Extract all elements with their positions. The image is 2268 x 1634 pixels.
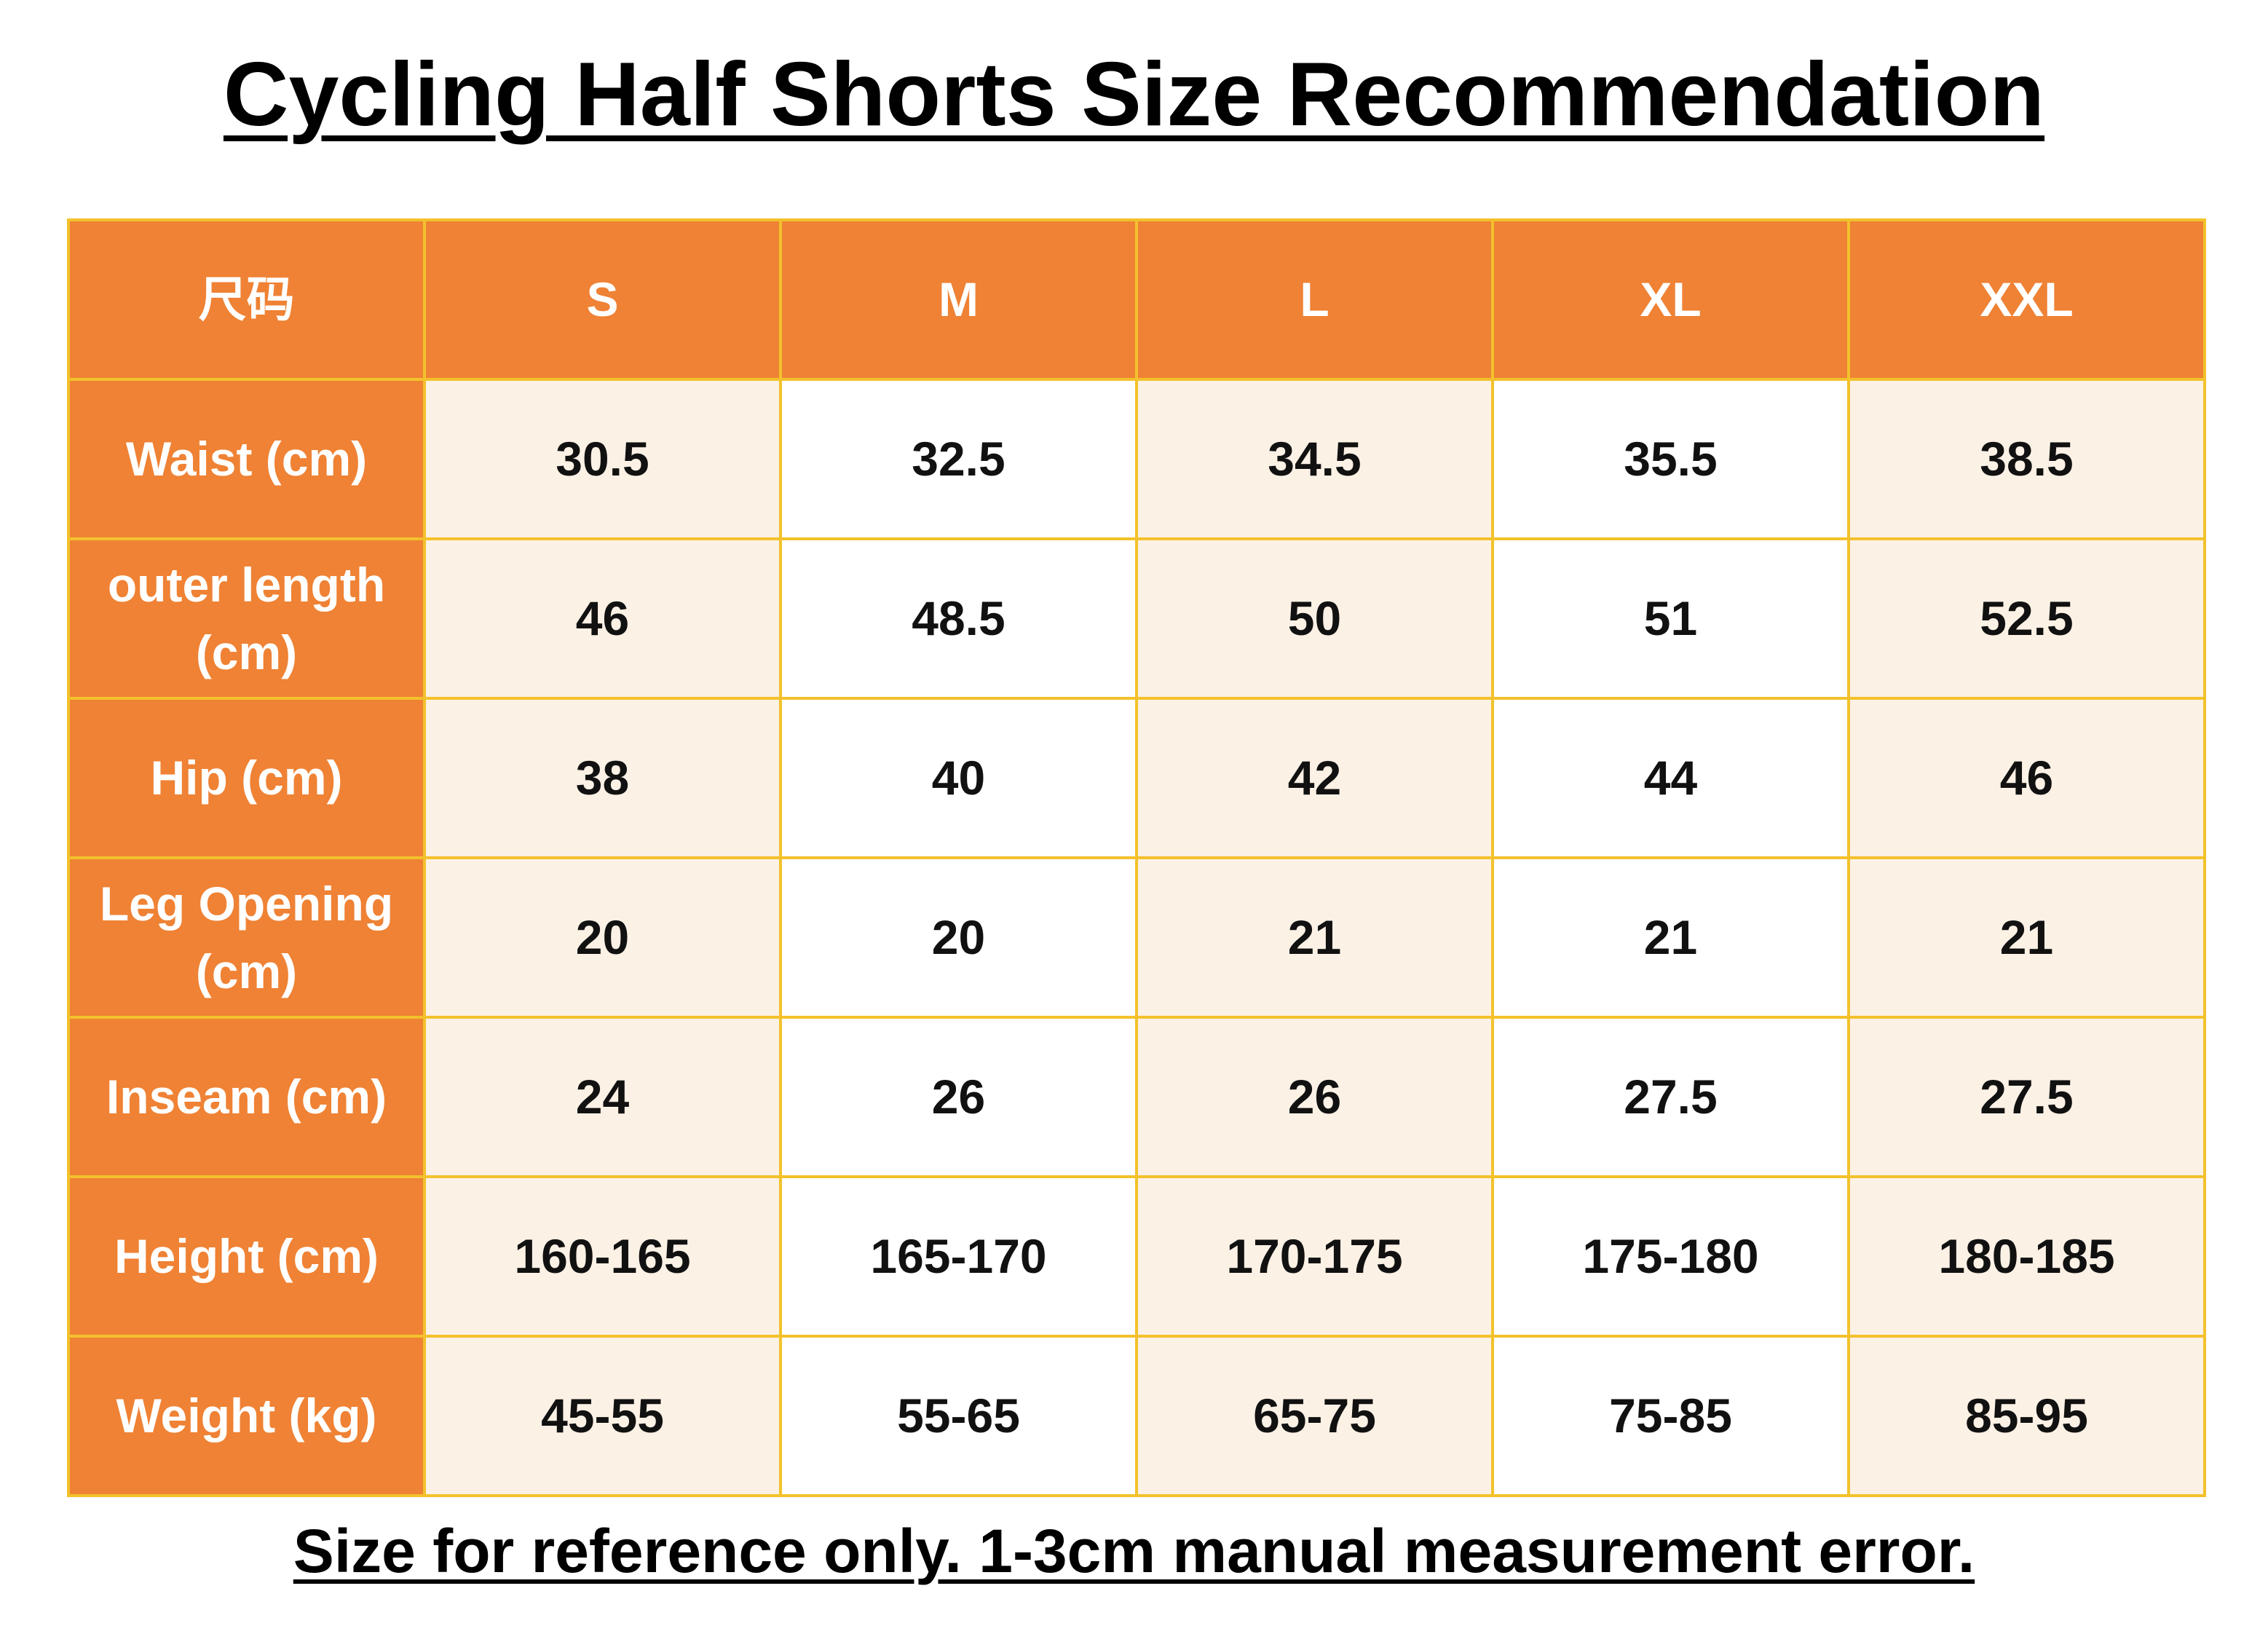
header-cell: M	[779, 218, 1138, 381]
table-cell: 165-170	[779, 1175, 1138, 1338]
table-row: Inseam (cm) 24 26 26 27.5 27.5	[67, 1016, 2206, 1178]
table-cell: 30.5	[423, 378, 782, 540]
table-cell: 34.5	[1135, 378, 1494, 540]
table-cell: 175-180	[1491, 1175, 1850, 1338]
table-cell: 21	[1491, 856, 1850, 1019]
table-cell: 35.5	[1491, 378, 1850, 540]
table-cell: 24	[423, 1016, 782, 1178]
header-cell: L	[1135, 218, 1494, 381]
table-body: 尺码 S M L XL XXL Waist (cm) 30.5 32.5 34.5 35.5 38.5…	[67, 218, 2206, 1497]
table-row: Height (cm) 160-165 165-170 170-175 175-180 1…	[67, 1175, 2206, 1338]
table-cell: 27.5	[1847, 1016, 2206, 1178]
row-label: Inseam (cm)	[67, 1016, 426, 1178]
table-cell: 85-95	[1847, 1335, 2206, 1497]
table-cell: 44	[1491, 697, 1850, 859]
size-table: 尺码 S M L XL XXL Waist (cm) 30.5 32.5 34.5 35.5 38.5…	[67, 218, 2206, 1497]
table-row: Waist (cm) 30.5 32.5 34.5 35.5 38.5	[67, 378, 2206, 540]
table-cell: 55-65	[779, 1335, 1138, 1497]
row-label: Hip (cm)	[67, 697, 426, 859]
table-cell: 48.5	[779, 537, 1138, 700]
table-cell: 170-175	[1135, 1175, 1494, 1338]
table-cell: 20	[423, 856, 782, 1019]
table-row: Leg Opening (cm) 20 20 21 21 21	[67, 856, 2206, 1019]
table-cell: 40	[779, 697, 1138, 859]
header-cell: S	[423, 218, 782, 381]
header-cell: 尺码	[67, 218, 426, 381]
header-cell: XXL	[1847, 218, 2206, 381]
table-cell: 50	[1135, 537, 1494, 700]
table-cell: 52.5	[1847, 537, 2206, 700]
header-cell: XL	[1491, 218, 1850, 381]
row-label: Waist (cm)	[67, 378, 426, 540]
table-cell: 42	[1135, 697, 1494, 859]
header-row: 尺码 S M L XL XXL	[67, 218, 2206, 381]
table-cell: 32.5	[779, 378, 1138, 540]
table-cell: 38	[423, 697, 782, 859]
table-cell: 26	[779, 1016, 1138, 1178]
table-cell: 27.5	[1491, 1016, 1850, 1178]
table-cell: 46	[1847, 697, 2206, 859]
table-cell: 180-185	[1847, 1175, 2206, 1338]
table-cell: 21	[1847, 856, 2206, 1019]
page-title: Cycling Half Shorts Size Recommendation	[223, 44, 2045, 145]
table-cell: 45-55	[423, 1335, 782, 1497]
table-cell: 38.5	[1847, 378, 2206, 540]
table-row: outer length (cm) 46 48.5 50 51 52.5	[67, 537, 2206, 700]
table-cell: 46	[423, 537, 782, 700]
table-cell: 51	[1491, 537, 1850, 700]
row-label: outer length (cm)	[67, 537, 426, 700]
table-cell: 160-165	[423, 1175, 782, 1338]
table-row: Hip (cm) 38 40 42 44 46	[67, 697, 2206, 859]
table-cell: 20	[779, 856, 1138, 1019]
table-row: Weight (kg) 45-55 55-65 65-75 75-85 85-95	[67, 1335, 2206, 1497]
table-cell: 65-75	[1135, 1335, 1494, 1497]
table-cell: 26	[1135, 1016, 1494, 1178]
table-cell: 21	[1135, 856, 1494, 1019]
row-label: Weight (kg)	[67, 1335, 426, 1497]
row-label: Height (cm)	[67, 1175, 426, 1338]
table-cell: 75-85	[1491, 1335, 1850, 1497]
footer-note: Size for reference only. 1-3cm manual me…	[293, 1517, 1975, 1585]
row-label: Leg Opening (cm)	[67, 856, 426, 1019]
